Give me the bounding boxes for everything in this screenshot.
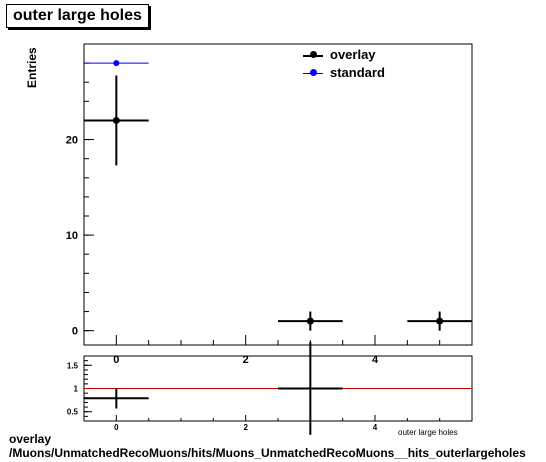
legend-label-standard: standard xyxy=(330,65,385,80)
legend-item-overlay: overlay xyxy=(303,46,385,64)
overlay-marker xyxy=(112,116,120,124)
overlay-point xyxy=(84,75,149,166)
overlay-dot-icon xyxy=(310,51,317,58)
ratio-point xyxy=(84,388,149,409)
footer-caption: overlay /Muons/UnmatchedRecoMuons/hits/M… xyxy=(9,432,526,460)
main-y-tick-label: 20 xyxy=(66,135,78,147)
overlay-marker xyxy=(306,317,314,325)
y-axis-label: Entries xyxy=(25,47,39,88)
ratio-x-tick-label: 4 xyxy=(373,423,378,432)
main-frame xyxy=(83,43,473,346)
ratio-y-tick-label: 1.5 xyxy=(67,361,79,370)
ratio-point xyxy=(278,342,343,435)
legend-label-overlay: overlay xyxy=(330,47,376,62)
legend-item-standard: standard xyxy=(303,64,385,82)
footer-line-1: overlay xyxy=(9,432,52,446)
overlay-point xyxy=(278,311,343,331)
ratio-y-tick-label: 0.5 xyxy=(67,408,79,417)
main-y-tick-label: 10 xyxy=(66,230,78,242)
main-y-tick-label: 0 xyxy=(72,326,78,338)
ratio-x-tick-label: 2 xyxy=(243,423,248,432)
legend: overlay standard xyxy=(303,46,385,82)
ratio-x-tick-label: 0 xyxy=(114,423,119,432)
standard-marker xyxy=(113,60,120,67)
standard-dot-icon xyxy=(310,69,317,76)
main-x-tick-label: 0 xyxy=(113,354,119,366)
main-x-tick-label: 2 xyxy=(243,354,249,366)
footer-line-2: /Muons/UnmatchedRecoMuons/hits/Muons_Unm… xyxy=(9,446,526,460)
overlay-marker xyxy=(436,317,444,325)
chart-title: outer large holes xyxy=(6,4,149,28)
ratio-x-axis-label: outer large holes xyxy=(398,428,458,437)
ratio-y-tick-label: 1 xyxy=(74,385,79,394)
standard-point xyxy=(84,60,149,67)
overlay-point xyxy=(407,311,472,331)
main-x-tick-label: 4 xyxy=(372,354,379,366)
